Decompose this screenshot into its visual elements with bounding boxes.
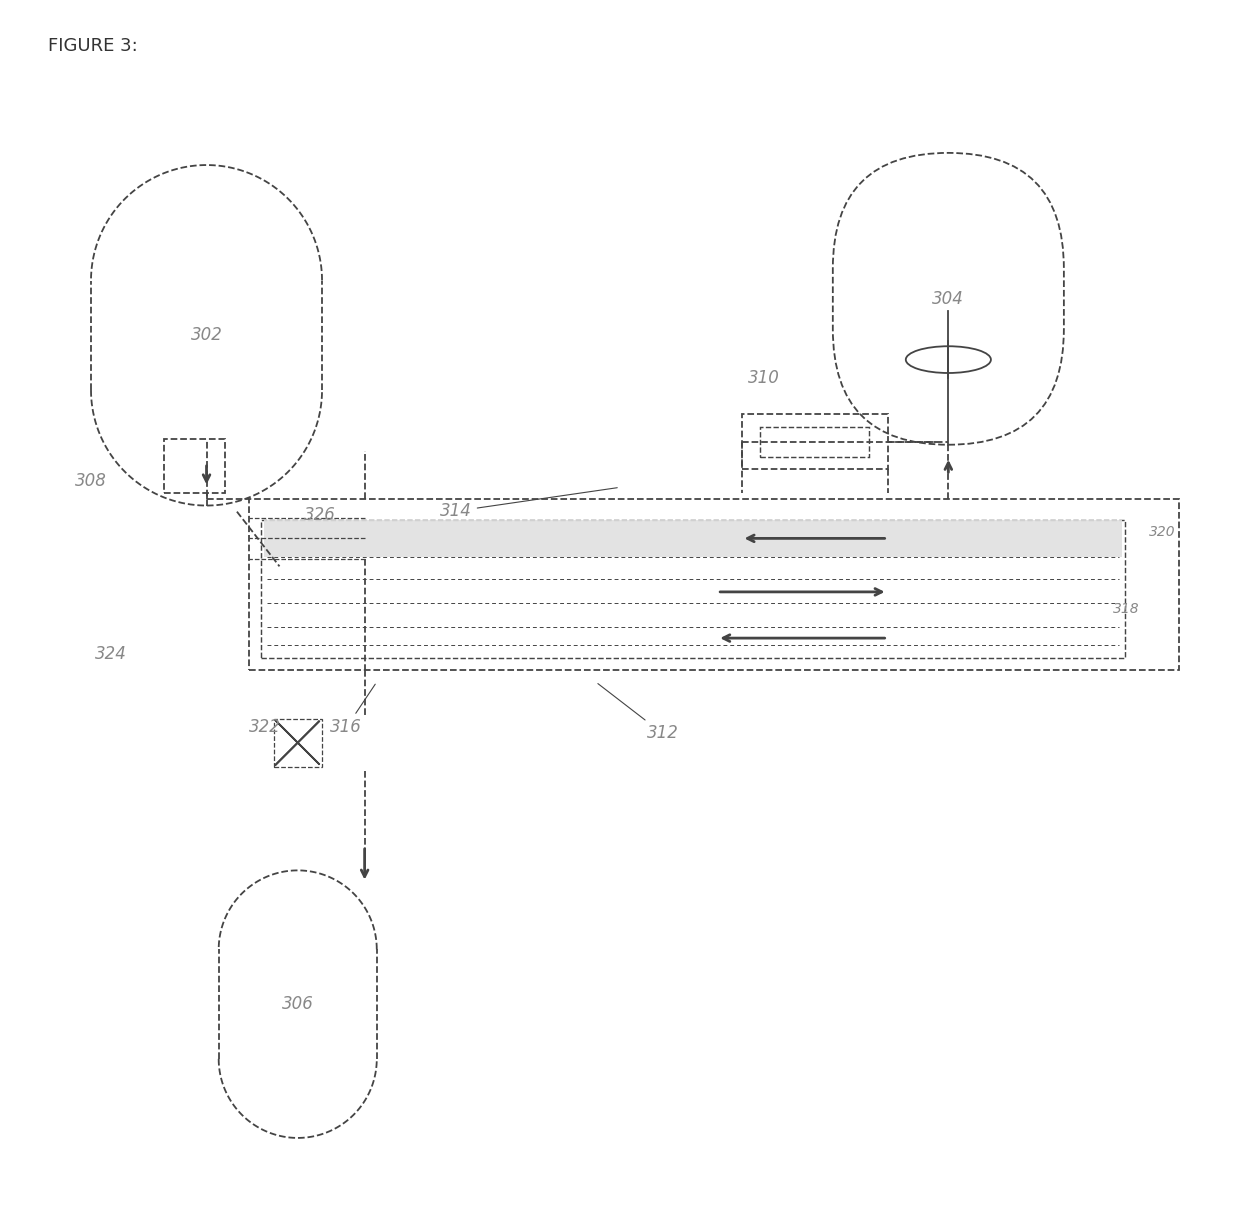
Text: 308: 308: [76, 472, 107, 491]
Bar: [742, 415, 888, 469]
Text: FIGURE 3:: FIGURE 3:: [48, 37, 138, 55]
Bar: [760, 427, 869, 456]
Text: 306: 306: [281, 995, 314, 1014]
Text: 324: 324: [94, 645, 126, 663]
Bar: [249, 499, 1179, 669]
Text: 316: 316: [330, 684, 376, 737]
Bar: [262, 520, 1125, 658]
Text: 326: 326: [304, 507, 336, 524]
Text: 312: 312: [598, 684, 678, 743]
Text: 320: 320: [1149, 525, 1176, 539]
Text: 310: 310: [748, 369, 780, 387]
Text: 318: 318: [1112, 601, 1140, 616]
Bar: [274, 718, 322, 766]
Text: 304: 304: [932, 290, 965, 308]
Bar: [264, 520, 1122, 557]
Bar: [164, 439, 224, 493]
Text: 302: 302: [191, 326, 222, 344]
Text: 314: 314: [440, 488, 618, 520]
Text: 322: 322: [249, 718, 281, 736]
